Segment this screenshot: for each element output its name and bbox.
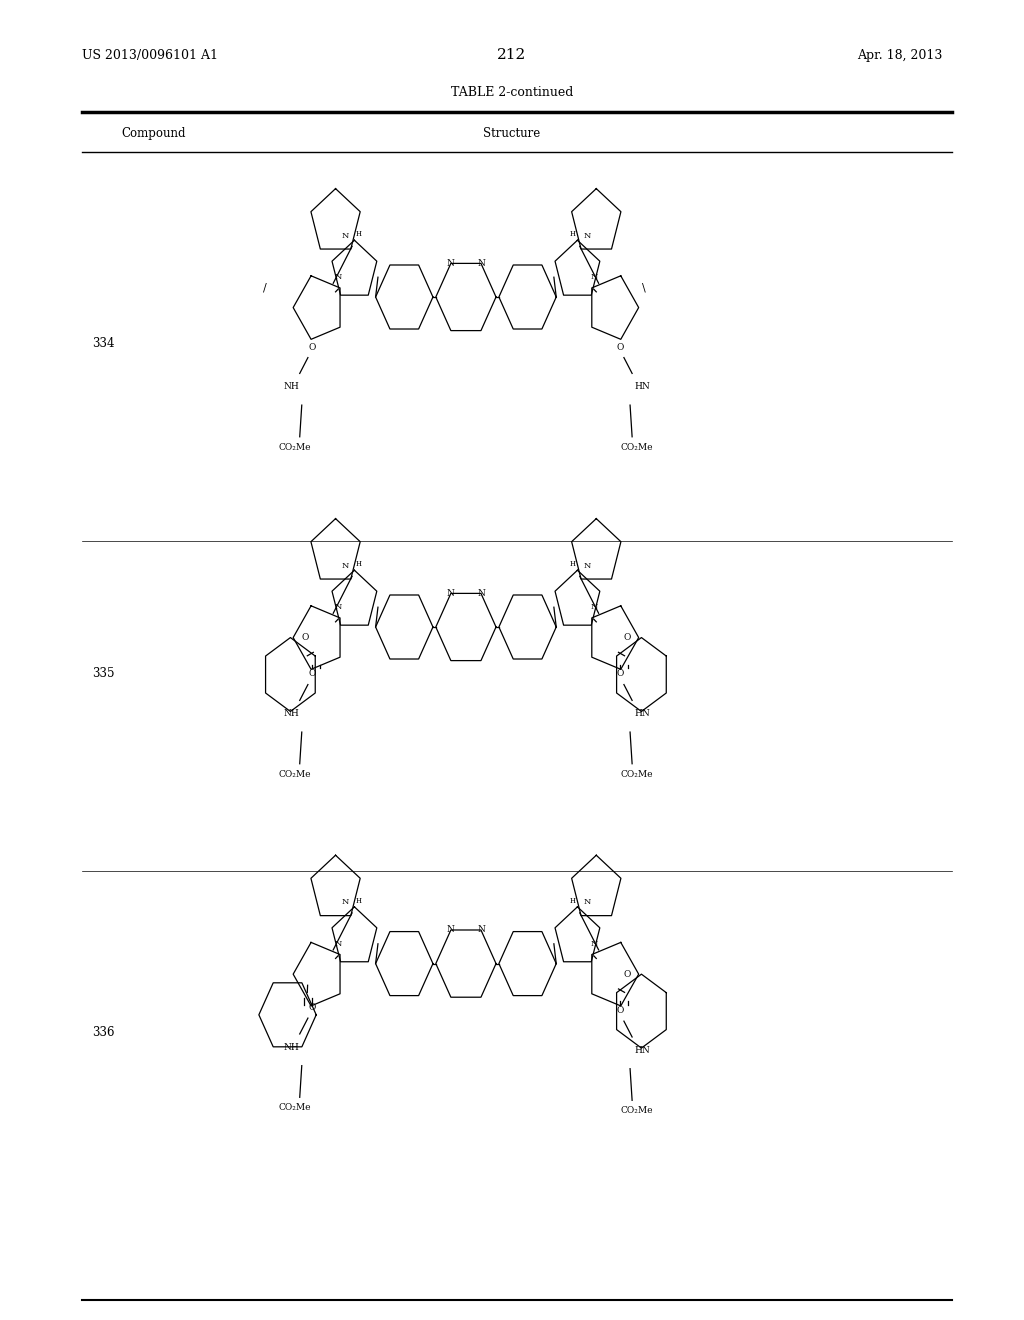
Text: CO₂Me: CO₂Me (621, 770, 653, 779)
Text: 336: 336 (92, 1026, 115, 1039)
Text: TABLE 2-continued: TABLE 2-continued (451, 86, 573, 99)
Text: N: N (477, 589, 485, 598)
Text: NH: NH (284, 1043, 299, 1052)
Text: O: O (616, 669, 624, 678)
Text: H: H (356, 896, 362, 904)
Text: 334: 334 (92, 337, 115, 350)
Text: N: N (341, 899, 349, 907)
Text: Apr. 18, 2013: Apr. 18, 2013 (857, 49, 942, 62)
Text: HN: HN (635, 381, 650, 391)
Text: N: N (446, 589, 455, 598)
Text: Structure: Structure (483, 127, 541, 140)
Text: O: O (616, 1006, 624, 1015)
Text: N: N (334, 603, 342, 611)
Text: H: H (356, 560, 362, 568)
Text: Compound: Compound (122, 127, 185, 140)
Text: US 2013/0096101 A1: US 2013/0096101 A1 (82, 49, 218, 62)
Text: H: H (569, 896, 575, 904)
Text: H: H (569, 560, 575, 568)
Text: NH: NH (284, 709, 299, 718)
Text: H: H (356, 230, 362, 238)
Text: HN: HN (635, 709, 650, 718)
Text: O: O (301, 634, 308, 642)
Text: CO₂Me: CO₂Me (621, 1106, 653, 1115)
Text: N: N (590, 273, 598, 281)
Text: NH: NH (284, 381, 299, 391)
Text: N: N (341, 232, 349, 240)
Text: CO₂Me: CO₂Me (279, 1104, 311, 1113)
Text: O: O (308, 1003, 315, 1012)
Text: CO₂Me: CO₂Me (279, 770, 311, 779)
Text: N: N (446, 925, 455, 935)
Text: H: H (569, 230, 575, 238)
Text: N: N (477, 259, 485, 268)
Text: N: N (341, 562, 349, 570)
Text: N: N (583, 232, 591, 240)
Text: N: N (590, 603, 598, 611)
Text: N: N (590, 940, 598, 948)
Text: \: \ (641, 282, 645, 293)
Text: O: O (624, 970, 631, 978)
Text: 212: 212 (498, 49, 526, 62)
Text: O: O (308, 342, 315, 351)
Text: O: O (616, 342, 624, 351)
Text: /: / (263, 282, 267, 293)
Text: N: N (583, 562, 591, 570)
Text: N: N (446, 259, 455, 268)
Text: N: N (477, 925, 485, 935)
Text: N: N (583, 899, 591, 907)
Text: N: N (334, 940, 342, 948)
Text: HN: HN (635, 1045, 650, 1055)
Text: O: O (308, 669, 315, 678)
Text: N: N (334, 273, 342, 281)
Text: CO₂Me: CO₂Me (621, 442, 653, 451)
Text: CO₂Me: CO₂Me (279, 442, 311, 451)
Text: O: O (624, 634, 631, 642)
Text: 335: 335 (92, 667, 115, 680)
